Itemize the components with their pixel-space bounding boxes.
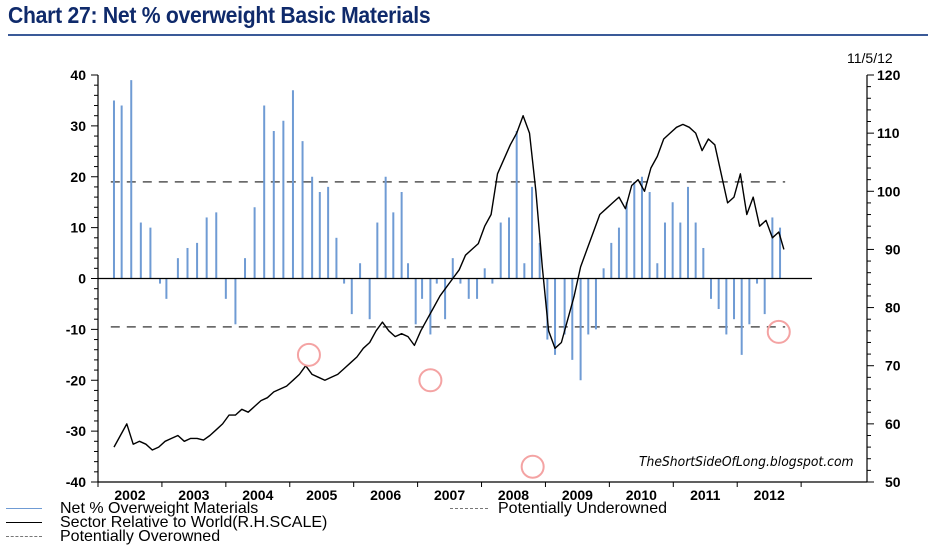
legend-swatch-blue [6, 508, 42, 510]
annotation-circle [418, 368, 443, 393]
left-axis-tick-label: 30 [70, 118, 86, 134]
right-axis-tick-label: 60 [885, 416, 901, 432]
x-axis: 2002 2003 2004 2005 2006 2007 2008 2009 2010 2011… [97, 481, 867, 503]
annotation-circle [296, 342, 321, 367]
x-axis-tick-label: 2011 [690, 487, 721, 503]
credit-text: TheShortSideOfLong.blogspot.com [639, 455, 854, 470]
annotation-circles [296, 319, 791, 479]
x-axis-tick-label: 2008 [498, 487, 529, 503]
reference-lines [110, 181, 786, 328]
annotation-circle [766, 319, 791, 344]
legend-swatch-black [6, 522, 42, 524]
right-y-axis: 50 60 70 80 90 100 110 120 [866, 67, 901, 490]
x-axis-tick-label: 2002 [114, 487, 145, 503]
right-axis-tick-label: 110 [877, 125, 900, 141]
date-label: 11/5/12 [847, 50, 893, 66]
left-axis-tick-label: -20 [66, 372, 86, 388]
right-axis-tick-label: 50 [885, 474, 901, 490]
title-underline [8, 34, 928, 36]
legend-label: Net % Overweight Materials [60, 500, 259, 517]
legend-label: Potentially Underowned [498, 500, 667, 517]
x-axis-tick-label: 2009 [562, 487, 593, 503]
left-axis-tick-label: -40 [66, 474, 86, 490]
sector-relative-line [113, 115, 785, 451]
x-axis-tick-label: 2005 [306, 487, 337, 503]
right-axis-tick-label: 120 [877, 67, 901, 83]
left-axis-tick-label: 0 [78, 271, 86, 287]
right-axis-tick-label: 100 [877, 183, 901, 199]
legend-label: Sector Relative to World(R.H.SCALE) [60, 514, 328, 531]
x-axis-tick-label: 2003 [178, 487, 209, 503]
legend-item-overowned: Potentially Overowned [6, 528, 220, 546]
x-axis-tick-label: 2004 [242, 487, 273, 503]
legend-label: Potentially Overowned [60, 528, 221, 545]
left-axis-tick-label: 10 [70, 220, 86, 236]
annotation-circle [520, 454, 545, 479]
legend-swatch-dashed [6, 536, 42, 538]
x-axis-tick-label: 2010 [626, 487, 657, 503]
left-y-axis: -40 -30 -20 -10 0 10 20 30 40 [66, 67, 99, 490]
bar-series [112, 80, 782, 381]
right-axis-tick-label: 90 [885, 241, 901, 257]
left-axis-tick-label: -30 [66, 423, 86, 439]
legend-item-sector-relative: Sector Relative to World(R.H.SCALE) [6, 514, 327, 532]
x-axis-tick-label: 2012 [754, 487, 785, 503]
x-axis-tick-label: 2006 [370, 487, 401, 503]
legend-swatch-dashed [450, 508, 488, 510]
chart-title: Chart 27: Net % overweight Basic Materia… [8, 2, 431, 28]
left-axis-tick-label: 40 [70, 67, 86, 83]
legend-item-net-overweight: Net % Overweight Materials [6, 500, 258, 518]
left-axis-tick-label: -10 [66, 321, 86, 337]
x-axis-tick-label: 2007 [434, 487, 465, 503]
right-axis-tick-label: 80 [885, 300, 901, 316]
left-axis-tick-label: 20 [70, 169, 86, 185]
legend-item-underowned: Potentially Underowned [450, 500, 667, 518]
right-axis-tick-label: 70 [885, 358, 901, 374]
